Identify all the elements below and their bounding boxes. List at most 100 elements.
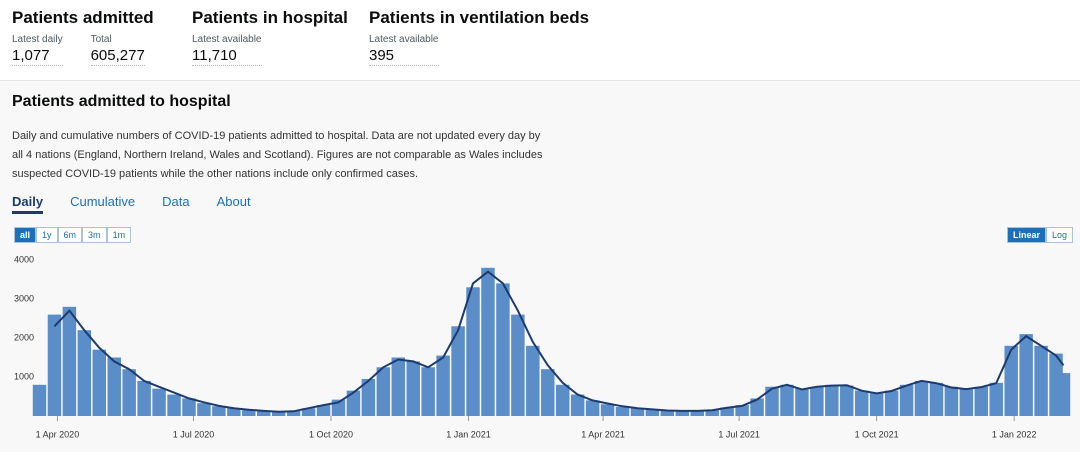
metric: Patients in hospital Latest available 11,7… <box>192 8 348 66</box>
bar <box>780 384 794 416</box>
scale-button[interactable]: Linear <box>1007 227 1047 243</box>
bar <box>92 349 107 416</box>
bar <box>541 369 555 416</box>
metric-item: Latest daily 1,077 <box>12 34 63 66</box>
bar <box>615 407 630 416</box>
bar <box>795 388 809 416</box>
bar <box>227 408 241 416</box>
bar <box>197 403 211 416</box>
header: Patients admitted Latest daily 1,077 Total 6… <box>0 0 1080 81</box>
bar <box>406 361 420 416</box>
bar <box>600 404 615 416</box>
bar <box>989 382 1003 416</box>
metric-label: Latest available <box>192 34 262 45</box>
x-tick-label: 1 Oct 2020 <box>309 429 353 439</box>
metric-label: Latest daily <box>12 34 63 45</box>
x-tick-label: 1 Jan 2021 <box>446 429 491 439</box>
metric-items: Latest daily 1,077 Total 605,277 <box>12 34 154 66</box>
bar <box>645 409 660 416</box>
metric-label: Total <box>90 34 112 45</box>
bar <box>152 388 166 416</box>
metric-title: Patients in hospital <box>192 8 348 27</box>
bar <box>391 357 406 416</box>
x-tick-label: 1 Oct 2021 <box>855 429 899 439</box>
tab[interactable]: About <box>216 194 251 209</box>
bar <box>555 384 570 416</box>
y-tick-label: 4000 <box>14 254 34 264</box>
bar <box>869 392 884 416</box>
bar <box>1004 345 1018 416</box>
bar <box>526 345 540 416</box>
x-tick-label: 1 Jul 2021 <box>718 429 760 439</box>
tabs: Daily Cumulative Data About <box>12 194 251 214</box>
bar <box>436 355 450 416</box>
scale-button[interactable]: Log <box>1046 227 1074 243</box>
bar <box>496 283 510 416</box>
bar <box>929 382 944 416</box>
bar <box>346 390 361 416</box>
metric-value: 605,277 <box>90 47 145 66</box>
metric: Patients in ventilation beds Latest avail… <box>369 8 589 66</box>
bar <box>271 411 286 416</box>
average-line <box>53 270 1065 413</box>
bar <box>212 406 226 416</box>
bar <box>735 405 749 416</box>
metric-item: Latest available 395 <box>369 34 439 66</box>
bar <box>840 385 854 416</box>
range-button[interactable]: 6m <box>57 227 83 243</box>
bar <box>585 400 600 416</box>
bar <box>481 267 495 416</box>
bar <box>361 378 376 416</box>
bar <box>944 386 959 416</box>
metric-items: Latest available 11,710 <box>192 34 348 66</box>
bar <box>974 386 989 416</box>
y-tick-label: 3000 <box>14 293 34 303</box>
y-tick-label: 1000 <box>14 371 34 381</box>
bar <box>32 384 47 416</box>
bar <box>570 394 585 416</box>
bar <box>421 367 435 416</box>
metric-value: 11,710 <box>192 47 262 66</box>
x-tick-label: 1 Apr 2021 <box>581 429 625 439</box>
bar <box>316 405 331 416</box>
bar <box>1019 334 1033 416</box>
tab[interactable]: Data <box>162 194 190 209</box>
metric-items: Latest available 395 <box>369 34 589 66</box>
metric-title: Patients in ventilation beds <box>369 8 590 27</box>
bar <box>690 410 704 416</box>
bar <box>765 386 779 416</box>
bar <box>107 357 121 416</box>
bar <box>705 409 719 416</box>
bar <box>257 410 271 416</box>
range-button[interactable]: 3m <box>82 227 107 243</box>
bar <box>77 330 92 416</box>
metric-item: Latest available 11,710 <box>192 34 262 66</box>
bar <box>884 390 899 416</box>
metric-label: Latest available <box>369 34 439 45</box>
x-tick-label: 1 Apr 2020 <box>36 429 80 439</box>
range-button[interactable]: all <box>14 227 37 243</box>
tab[interactable]: Daily <box>12 194 44 214</box>
bar <box>720 407 734 416</box>
bar <box>137 380 151 416</box>
bar <box>242 410 256 416</box>
bar <box>854 390 869 416</box>
bar <box>675 410 690 416</box>
bar <box>630 408 645 416</box>
range-button[interactable]: 1m <box>106 227 132 243</box>
x-tick-label: 1 Jul 2020 <box>173 429 215 439</box>
bar <box>47 314 62 416</box>
section-description: Daily and cumulative numbers of COVID-19… <box>12 130 543 180</box>
tab[interactable]: Cumulative <box>70 194 136 209</box>
bar <box>62 306 77 416</box>
bar <box>376 367 391 416</box>
bar <box>301 408 316 416</box>
metric-value: 395 <box>369 47 439 66</box>
range-button[interactable]: 1y <box>36 227 58 243</box>
bar <box>750 398 764 416</box>
bar <box>511 314 525 416</box>
section-title: Patients admitted to hospital <box>12 93 231 110</box>
bar <box>825 384 839 416</box>
bar <box>1034 345 1048 416</box>
